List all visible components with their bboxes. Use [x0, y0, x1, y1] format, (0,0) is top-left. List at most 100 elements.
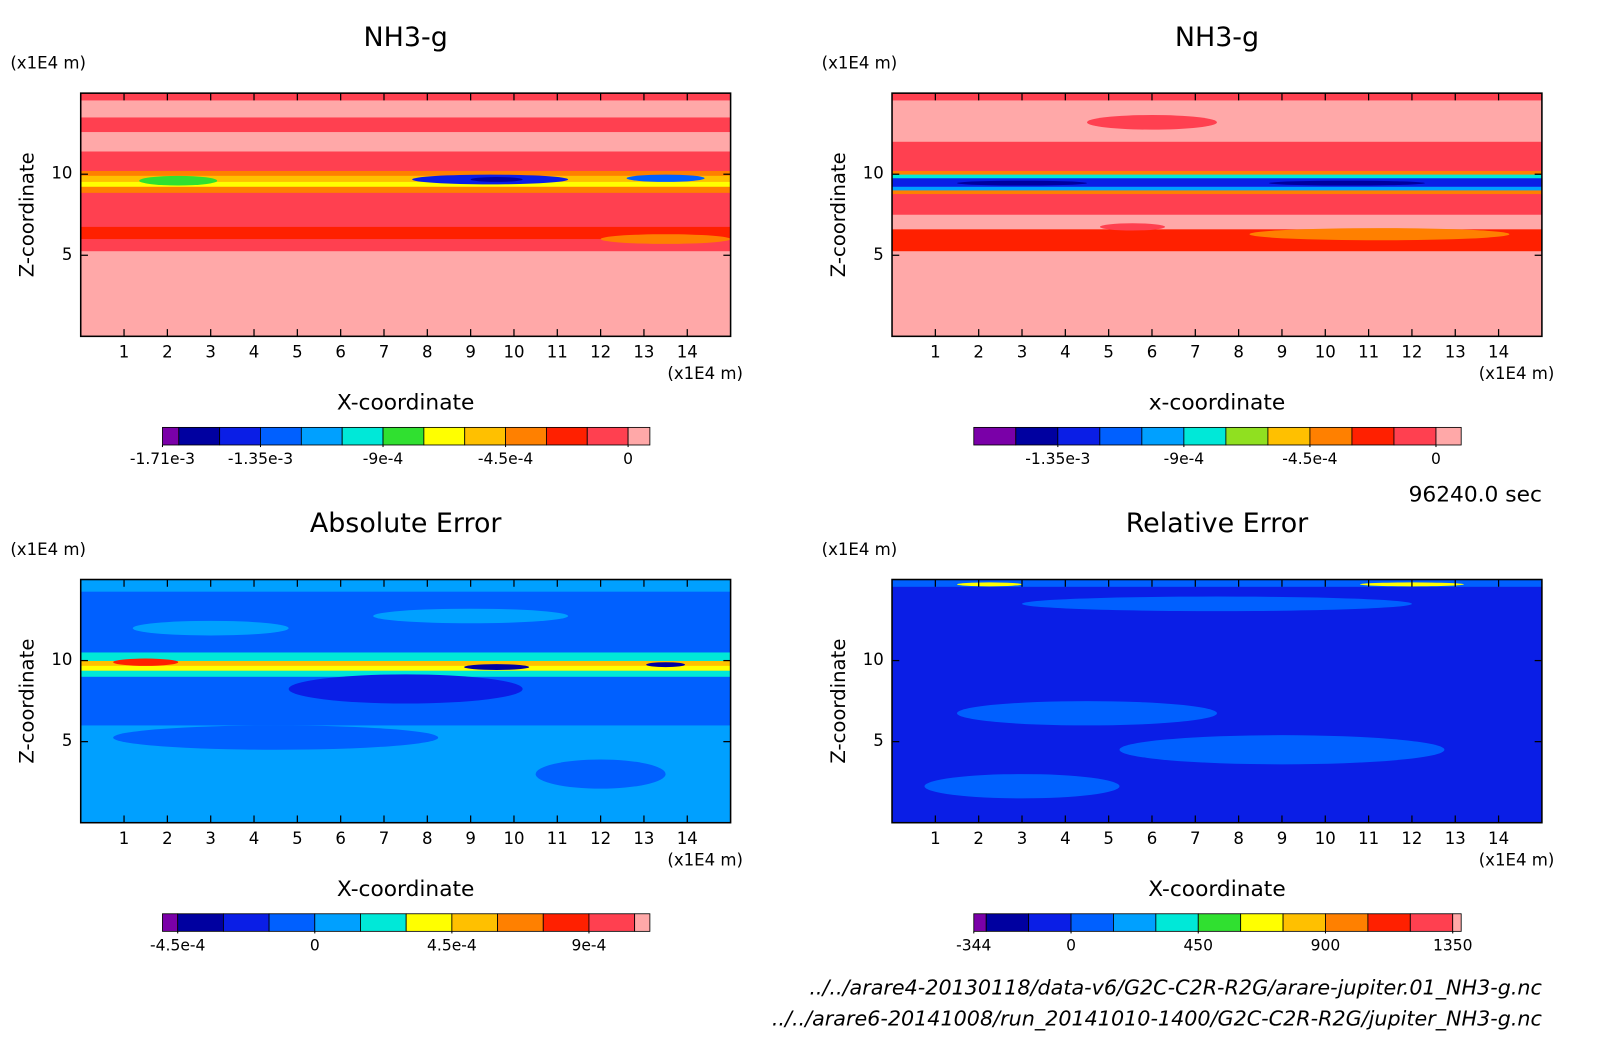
x-tick-label: 12 — [1401, 342, 1422, 361]
field-band — [80, 170, 731, 177]
x-tick-label: 13 — [1445, 342, 1466, 361]
y-axis-label: Z-coordinate — [827, 639, 850, 764]
field-band — [80, 100, 731, 118]
field-band — [80, 239, 731, 252]
field-blob — [373, 608, 569, 624]
field-blob — [924, 774, 1120, 799]
field-band — [892, 93, 1542, 101]
field-band — [80, 665, 731, 672]
colorbar-tick-label: -4.5e-4 — [1282, 450, 1337, 468]
panel-title: NH3-g — [364, 22, 448, 53]
colorbar-segment — [634, 913, 651, 932]
x-tick-label: 3 — [1017, 342, 1028, 361]
x-tick-label: 1 — [119, 829, 130, 848]
x-tick-label: 6 — [335, 342, 346, 361]
colorbar-segment — [360, 913, 407, 932]
x-axis-label: X-coordinate — [1148, 877, 1285, 902]
colorbar-tick-label: 4.5e-4 — [427, 936, 477, 954]
x-axis-label: X-coordinate — [337, 391, 474, 416]
field-blob — [113, 658, 179, 666]
x-unit: (x1E4 m) — [667, 850, 743, 869]
field-band — [80, 579, 731, 593]
x-tick-label: 4 — [249, 829, 260, 848]
y-tick-label: 5 — [62, 731, 73, 750]
field-blob — [288, 674, 523, 704]
y-tick-label: 5 — [873, 731, 884, 750]
field-blob — [646, 662, 686, 668]
x-tick-label: 4 — [249, 342, 260, 361]
y-axis-label: Z-coordinate — [827, 152, 850, 277]
colorbar-tick-label: -4.5e-4 — [478, 450, 533, 468]
field-blob — [535, 759, 666, 789]
panel-title: NH3-g — [1175, 22, 1259, 53]
x-tick-label: 11 — [1358, 829, 1379, 848]
colorbar-segment — [1197, 913, 1242, 932]
x-tick-label: 11 — [1358, 342, 1379, 361]
colorbar-segment — [1240, 913, 1284, 932]
field-band — [892, 194, 1542, 216]
y-tick-label: 10 — [863, 650, 884, 669]
colorbar-tick-label: 0 — [623, 450, 633, 468]
field-band — [80, 660, 731, 667]
colorbar-segment — [1435, 426, 1462, 446]
field-blob — [1099, 223, 1165, 231]
panel: NH3-g (x1E4 m) Z-coordinate (x1E4 m) X-coord… — [10, 22, 743, 468]
colorbar-segment — [1267, 426, 1311, 446]
y-unit: (x1E4 m) — [10, 540, 86, 559]
field-band — [80, 652, 731, 662]
colorbar-tick-label: 0 — [310, 936, 320, 954]
y-tick-label: 10 — [863, 164, 884, 183]
field-band — [892, 170, 1542, 176]
field-band — [80, 132, 731, 153]
colorbar-segment — [222, 913, 270, 932]
field-band — [80, 181, 731, 188]
colorbar-segment — [162, 426, 180, 446]
x-tick-label: 14 — [677, 829, 698, 848]
y-axis-label: Z-coordinate — [15, 639, 38, 764]
colorbar-segment — [588, 913, 636, 932]
field-blob — [1086, 115, 1217, 130]
x-tick-label: 2 — [973, 829, 984, 848]
x-unit: (x1E4 m) — [1479, 364, 1555, 383]
field-band — [892, 186, 1542, 191]
colorbar-segment — [178, 426, 221, 446]
file-path: ../../arare6-20141008/run_20141010-1400/… — [772, 1006, 1543, 1031]
colorbar-tick-label: 1350 — [1433, 936, 1473, 954]
panel: Absolute Error (x1E4 m) Z-coordinate (x1E4 … — [10, 508, 743, 954]
colorbar-segment — [260, 426, 302, 446]
x-tick-label: 8 — [422, 342, 433, 361]
colorbar-segment — [505, 426, 547, 446]
colorbar-segment — [1070, 913, 1114, 932]
field-band — [80, 186, 731, 194]
colorbar-segment — [1409, 913, 1454, 932]
colorbar-tick-label: -4.5e-4 — [150, 936, 205, 954]
colorbar-segment — [1351, 426, 1395, 446]
plot-frame — [79, 92, 732, 338]
panel-title: Relative Error — [1126, 508, 1309, 539]
x-tick-label: 6 — [335, 829, 346, 848]
colorbar-segment — [1141, 426, 1185, 446]
x-tick-label: 7 — [1190, 829, 1201, 848]
field-band — [892, 174, 1542, 179]
colorbar-segment — [464, 426, 506, 446]
colorbar-segment — [973, 426, 1017, 446]
colorbar-segment — [1325, 913, 1369, 932]
colorbar-segment — [542, 913, 590, 932]
field-band — [80, 93, 731, 101]
y-tick-label: 5 — [62, 245, 73, 264]
field-band — [80, 670, 731, 678]
field-band — [892, 178, 1542, 188]
y-unit: (x1E4 m) — [822, 54, 898, 73]
colorbar-segment — [985, 913, 1030, 932]
x-tick-label: 1 — [930, 829, 941, 848]
field-band — [892, 190, 1542, 195]
field — [80, 579, 731, 823]
y-tick-label: 10 — [51, 650, 72, 669]
colorbar-segment — [497, 913, 544, 932]
field-blob — [626, 174, 705, 182]
x-tick-label: 5 — [292, 829, 303, 848]
x-axis-label: x-coordinate — [1149, 391, 1286, 416]
x-tick-label: 14 — [677, 342, 698, 361]
colorbar-segment — [1452, 913, 1462, 932]
x-tick-label: 4 — [1060, 829, 1071, 848]
